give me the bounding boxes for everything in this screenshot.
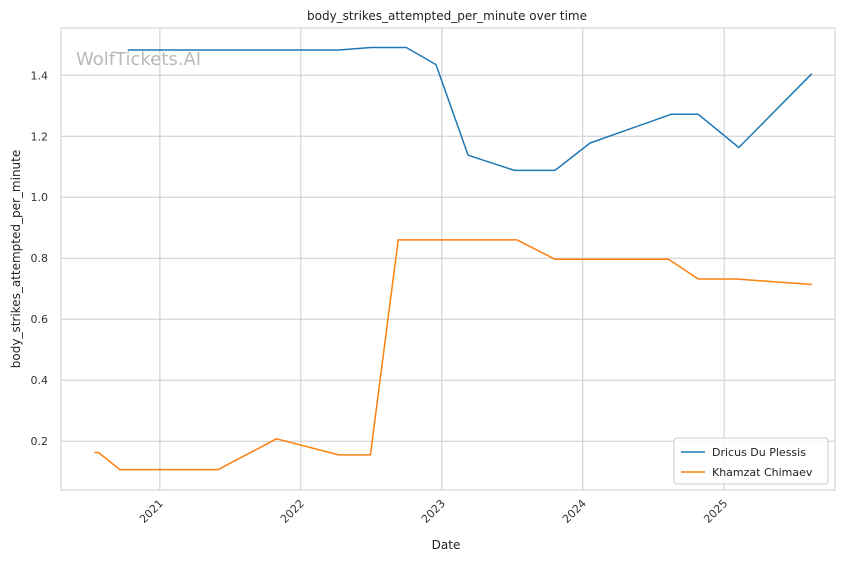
y-tick-label: 1.2	[31, 130, 49, 143]
plot-frame	[60, 27, 836, 491]
y-tick-label: 0.8	[31, 252, 49, 265]
series-lines	[94, 46, 813, 471]
legend: Dricus Du Plessis Khamzat Chimaev	[673, 437, 829, 485]
y-tick-label: 1.0	[31, 191, 49, 204]
y-tick-label: 0.4	[31, 374, 49, 387]
y-tick-label: 0.6	[31, 313, 49, 326]
y-tick-label: 1.4	[31, 69, 49, 82]
legend-items: Dricus Du Plessis Khamzat Chimaev	[681, 446, 813, 479]
y-tick-label: 0.2	[31, 435, 49, 448]
grid-lines	[61, 28, 835, 490]
legend-label: Dricus Du Plessis	[712, 446, 806, 459]
legend-box	[673, 437, 829, 485]
chart-title: body_strikes_attempted_per_minute over t…	[307, 9, 587, 23]
y-axis-ticks: 0.2 0.4 0.6 0.8 1.0 1.2 1.4	[31, 69, 49, 448]
series-line	[94, 239, 812, 471]
plot-area: WolfTickets.AI	[60, 27, 836, 491]
y-axis-label: body_strikes_attempted_per_minute	[9, 150, 23, 368]
watermark: WolfTickets.AI	[76, 49, 201, 70]
legend-label: Khamzat Chimaev	[712, 466, 813, 479]
series-line	[127, 46, 813, 172]
x-axis-label: Date	[432, 538, 461, 552]
